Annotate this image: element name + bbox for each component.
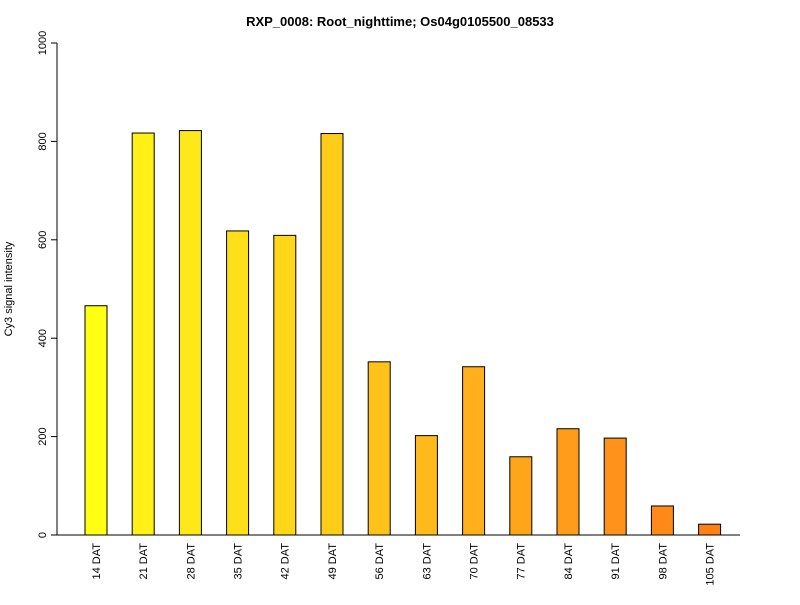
- x-tick-label: 105 DAT: [704, 543, 716, 586]
- bar-91-dat: [603, 437, 627, 536]
- bar-105-dat: [698, 523, 722, 536]
- x-tick-label: 49 DAT: [327, 543, 339, 580]
- y-tick-label: 600: [37, 231, 49, 249]
- x-tick-label: 70 DAT: [468, 543, 480, 580]
- x-tick-label: 35 DAT: [232, 543, 244, 580]
- bars-layer: [84, 130, 722, 536]
- y-axis: 0 200 400 600 800 1000: [37, 31, 58, 538]
- x-axis: 14 DAT 21 DAT 28 DAT 35 DAT 42 DAT 49 DAT 56 D…: [57, 534, 740, 586]
- y-tick-label: 1000: [37, 31, 49, 55]
- chart-title: RXP_0008: Root_nighttime; Os04g0105500_0…: [246, 14, 554, 29]
- y-tick-label: 200: [37, 427, 49, 445]
- x-tick-label: 63 DAT: [421, 543, 433, 580]
- x-tick-label: 84 DAT: [563, 543, 575, 580]
- y-tick-label: 0: [37, 532, 49, 538]
- bar-77-dat: [509, 456, 533, 536]
- x-tick-label: 56 DAT: [374, 543, 386, 580]
- bar-49-dat: [320, 133, 344, 536]
- bar-84-dat: [556, 428, 580, 536]
- bar-63-dat: [414, 435, 438, 536]
- bar-14-dat: [84, 305, 108, 536]
- bar-42-dat: [273, 234, 297, 536]
- bar-35-dat: [226, 230, 250, 536]
- bar-28-dat: [178, 130, 202, 536]
- x-tick-label: 14 DAT: [91, 543, 103, 580]
- x-tick-label: 42 DAT: [280, 543, 292, 580]
- bar-70-dat: [462, 366, 486, 536]
- bar-98-dat: [650, 505, 674, 536]
- y-axis-label: Cy3 signal intensity: [3, 241, 15, 336]
- y-tick-label: 800: [37, 132, 49, 150]
- y-tick-label: 400: [37, 329, 49, 347]
- x-tick-label: 98 DAT: [657, 543, 669, 580]
- bar-56-dat: [367, 361, 391, 536]
- x-tick-label: 91 DAT: [610, 543, 622, 580]
- x-tick-label: 21 DAT: [138, 543, 150, 580]
- x-tick-label: 77 DAT: [516, 543, 528, 580]
- x-tick-label: 28 DAT: [185, 543, 197, 580]
- bar-21-dat: [131, 132, 155, 536]
